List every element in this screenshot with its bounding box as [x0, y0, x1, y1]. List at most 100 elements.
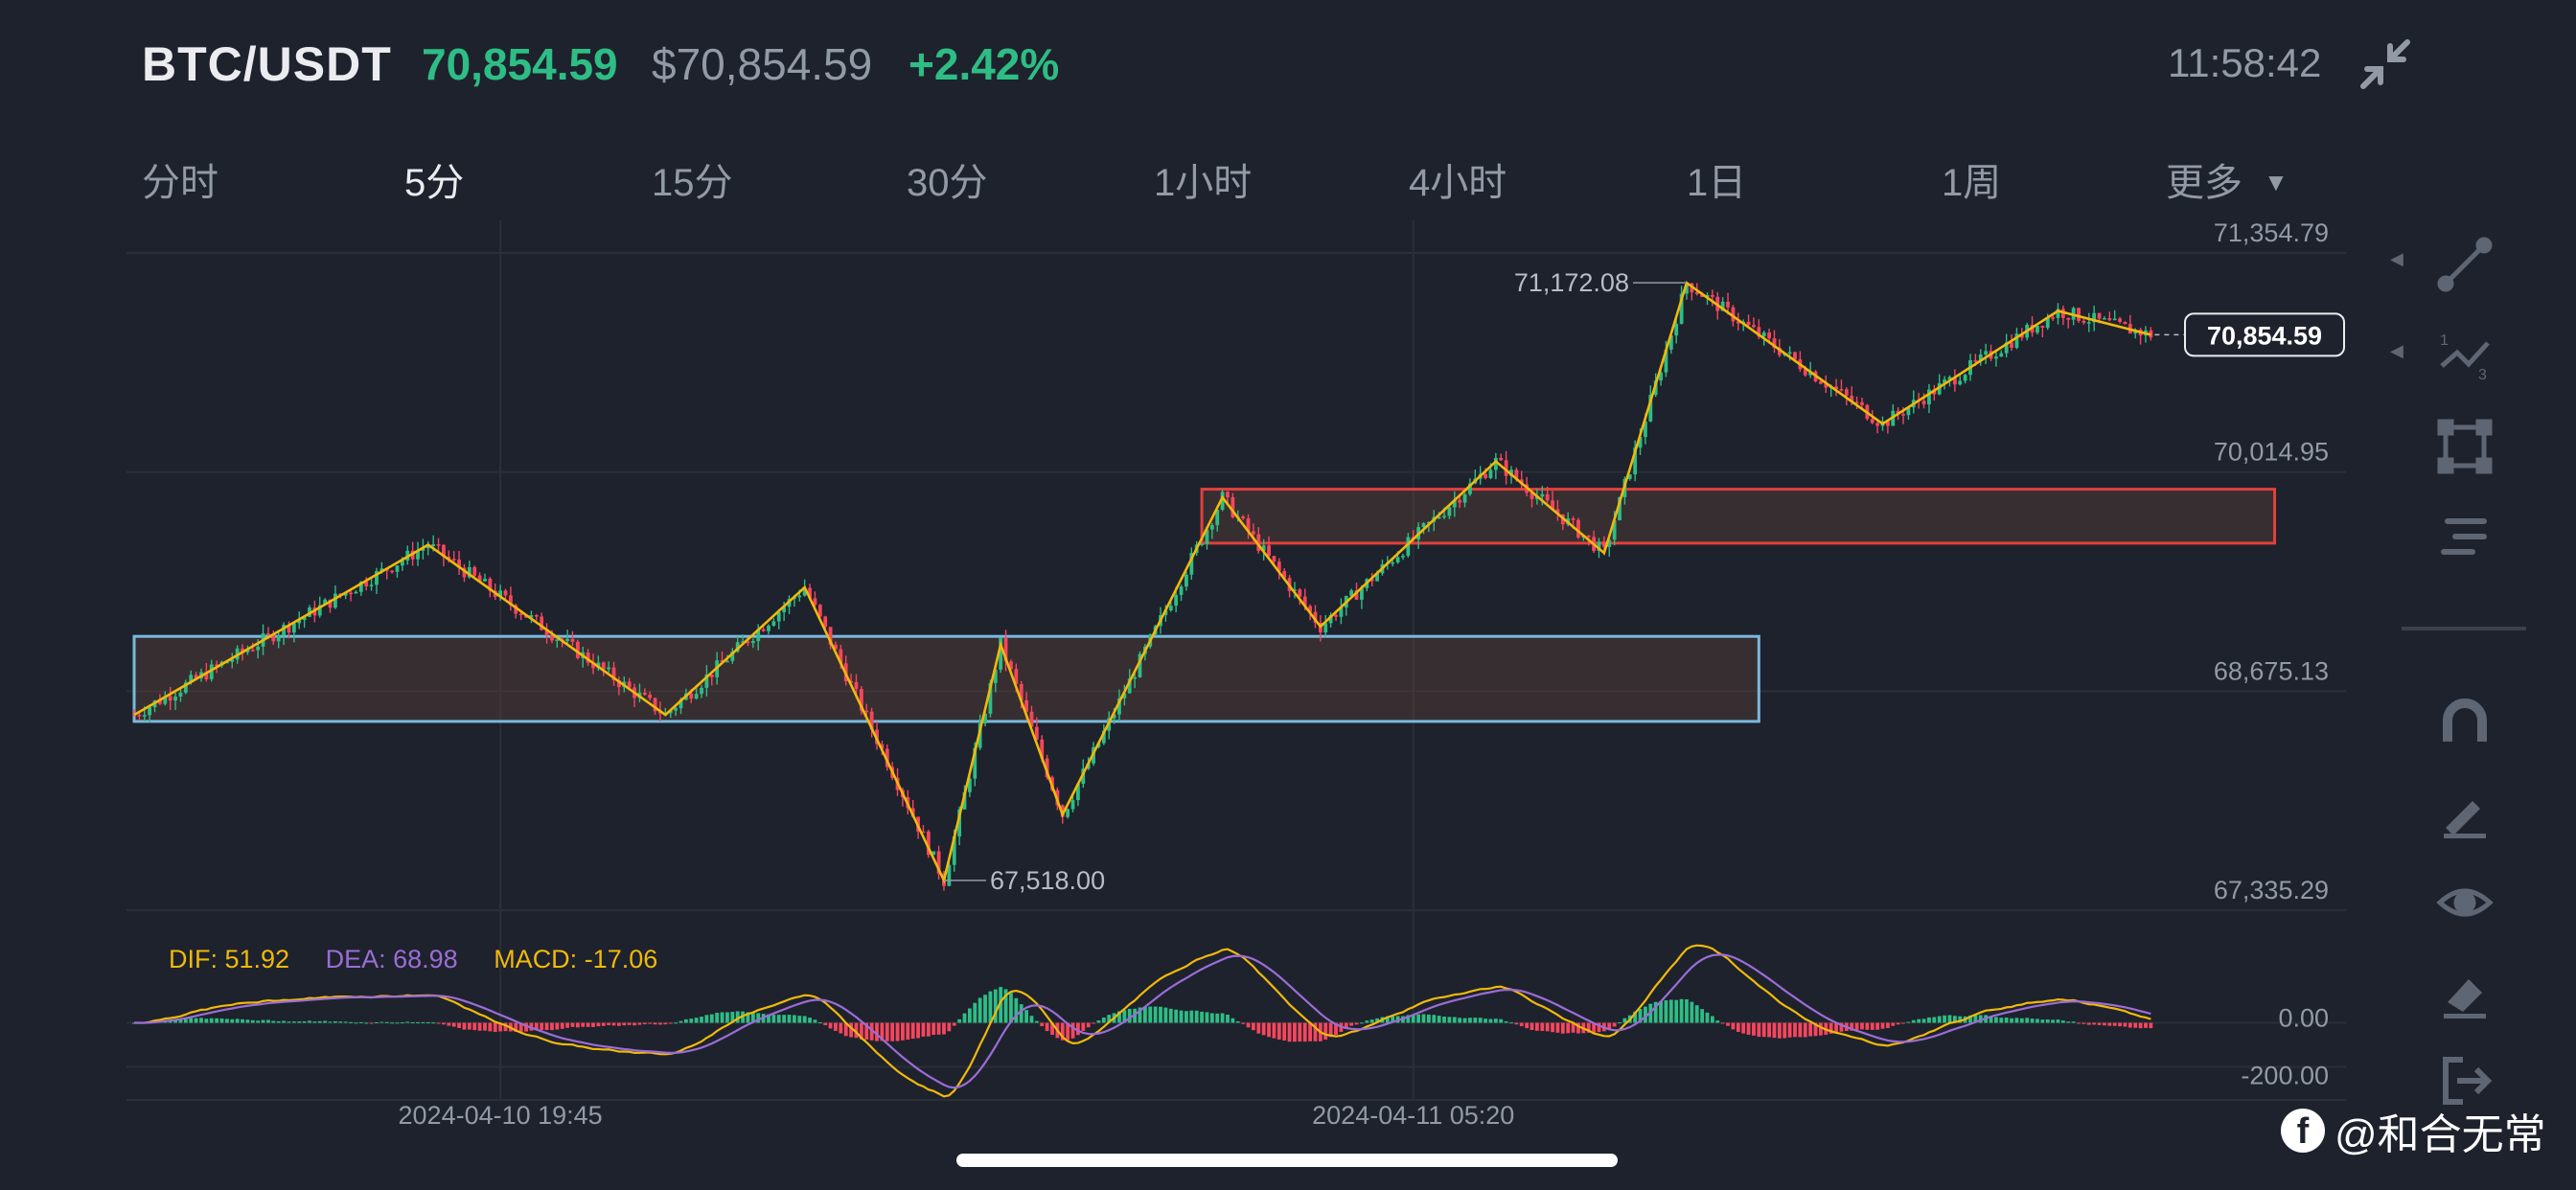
candle-body — [678, 699, 683, 709]
macd-histogram-bar — [421, 1021, 426, 1023]
eraser-icon[interactable] — [2434, 962, 2496, 1023]
tab-5m[interactable]: 5分 — [404, 162, 465, 204]
macd-histogram-bar — [1484, 1018, 1487, 1023]
macd-histogram-bar — [1452, 1017, 1457, 1023]
candle-body — [1633, 447, 1638, 475]
candle-body — [142, 715, 147, 717]
rectangle-icon[interactable] — [2434, 416, 2496, 477]
eye-icon[interactable] — [2434, 872, 2496, 933]
tab-1d[interactable]: 1日 — [1687, 162, 1747, 204]
tab-time-sharing[interactable]: 分时 — [142, 162, 218, 204]
candle-body — [2103, 318, 2106, 320]
candle-body — [1127, 678, 1132, 694]
candle-body — [926, 831, 931, 856]
trend-line-icon[interactable] — [2434, 234, 2496, 295]
candle-body — [674, 708, 678, 711]
macd-histogram-bar — [1432, 1015, 1437, 1023]
low-price-label: 67,518.00 — [990, 866, 1105, 895]
candle-body — [1138, 653, 1142, 677]
tab-1w[interactable]: 1周 — [1942, 162, 2002, 204]
candle-body — [1302, 596, 1307, 606]
macd-histogram-bar — [1921, 1018, 1926, 1023]
candle-body — [1308, 606, 1312, 612]
macd-legend: DIF: 51.92 DEA: 68.98 MACD: -17.06 — [169, 945, 657, 974]
macd-histogram-bar — [1251, 1022, 1255, 1031]
candle-body — [369, 584, 374, 586]
candle-body — [1736, 321, 1740, 324]
candle-body — [591, 662, 595, 669]
candle-body — [1040, 739, 1045, 759]
candle-body — [1612, 520, 1617, 540]
macd-histogram-bar — [1200, 1011, 1204, 1023]
macd-histogram-bar — [834, 1022, 838, 1031]
macd-histogram-bar — [291, 1021, 296, 1023]
candle-body — [1761, 332, 1766, 337]
candle-body — [1545, 493, 1550, 501]
macd-histogram-bar — [1535, 1022, 1539, 1031]
candle-body — [962, 791, 967, 810]
macd-histogram-bar — [797, 1016, 802, 1023]
indicator-settings-icon[interactable] — [2434, 506, 2496, 567]
macd-histogram-bar — [1644, 1006, 1647, 1023]
candle-body — [158, 700, 162, 704]
macd-histogram-bar — [1122, 1010, 1127, 1023]
macd-histogram-bar — [1159, 1006, 1162, 1023]
collapse-arrow-icon[interactable]: ◀ — [2390, 341, 2404, 360]
macd-histogram-bar — [658, 1022, 662, 1025]
brush-icon[interactable] — [2434, 782, 2496, 843]
tab-4h[interactable]: 4小时 — [1409, 162, 1507, 204]
macd-histogram-bar — [364, 1022, 369, 1024]
time-axis-label: 2024-04-11 05:20 — [1312, 1101, 1514, 1130]
macd-histogram-bar — [1850, 1022, 1854, 1031]
macd-histogram-bar — [256, 1020, 261, 1023]
svg-text:1: 1 — [2440, 332, 2449, 349]
macd-histogram-bar — [2077, 1022, 2081, 1024]
macd-histogram-bar — [1313, 1022, 1318, 1041]
macd-histogram-bar — [817, 1022, 822, 1024]
candle-body — [555, 639, 560, 641]
exit-fullscreen-icon[interactable] — [2358, 36, 2413, 92]
macd-histogram-bar — [570, 1022, 575, 1027]
tab-15m[interactable]: 15分 — [652, 162, 733, 204]
macd-histogram-bar — [493, 1022, 497, 1033]
symbol-title[interactable]: BTC/USDT — [142, 37, 392, 91]
candle-body — [936, 851, 941, 874]
tab-more[interactable]: 更多 ▼ — [2166, 151, 2288, 207]
macd-histogram-bar — [1045, 1022, 1049, 1032]
tab-30m[interactable]: 30分 — [907, 162, 988, 204]
exit-icon[interactable] — [2434, 1050, 2496, 1111]
macd-histogram-bar — [1344, 1022, 1348, 1029]
macd-histogram-bar — [514, 1022, 518, 1032]
magnet-icon[interactable] — [2434, 690, 2496, 751]
candle-body — [2077, 308, 2081, 321]
tab-1h[interactable]: 1小时 — [1154, 162, 1253, 204]
macd-histogram-bar — [2082, 1022, 2086, 1024]
candle-body — [1395, 557, 1400, 563]
candle-body — [802, 587, 807, 596]
macd-layer — [132, 944, 2153, 1098]
macd-histogram-bar — [178, 1019, 183, 1023]
macd-dea-label: DEA: 68.98 — [325, 945, 458, 973]
home-indicator[interactable] — [956, 1154, 1618, 1167]
macd-histogram-bar — [2112, 1022, 2117, 1026]
macd-histogram-bar — [1880, 1022, 1885, 1029]
macd-histogram-bar — [1272, 1022, 1276, 1039]
candle-body — [540, 616, 544, 630]
candle-body — [1921, 400, 1926, 405]
candle-body — [488, 578, 493, 591]
macd-histogram-bar — [1411, 1015, 1415, 1023]
candle-body — [132, 715, 136, 717]
watermark: f @和合无常 — [2281, 1100, 2546, 1161]
macd-histogram-bar — [1349, 1022, 1354, 1026]
candle-body — [1458, 499, 1462, 503]
macd-histogram-bar — [1293, 1022, 1297, 1042]
macd-histogram-bar — [1107, 1015, 1112, 1023]
macd-histogram-bar — [1870, 1022, 1874, 1030]
macd-histogram-bar — [983, 995, 987, 1023]
macd-histogram-bar — [369, 1022, 374, 1024]
collapse-arrow-icon[interactable]: ◀ — [2390, 249, 2404, 268]
macd-histogram-bar — [978, 997, 982, 1023]
macd-histogram-bar — [839, 1022, 843, 1034]
